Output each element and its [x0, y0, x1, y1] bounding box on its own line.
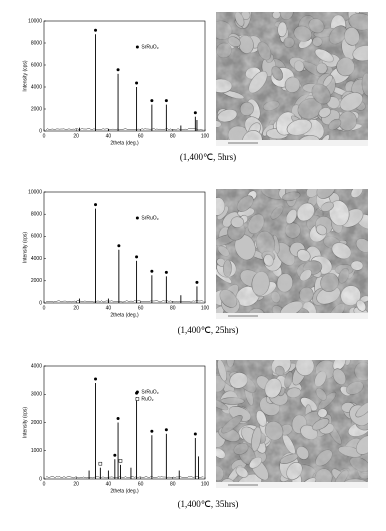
- peak-marker: [98, 461, 103, 466]
- x-tick-label: 40: [106, 305, 112, 311]
- y-tick-label: 8000: [31, 40, 42, 46]
- x-tick-label: 40: [106, 133, 112, 139]
- legend-label: RuO₂: [141, 396, 153, 402]
- y-tick-label: 1000: [31, 448, 42, 454]
- x-tick-label: 60: [138, 305, 144, 311]
- x-tick-label: 60: [138, 133, 144, 139]
- peak-marker: [116, 417, 120, 420]
- sem-grain-noise: [216, 189, 368, 319]
- sem-grain-noise: [216, 12, 368, 146]
- y-tick-label: 6000: [31, 62, 42, 68]
- y-tick-label: 8000: [31, 212, 42, 218]
- y-axis-label: Intensity (cps): [22, 60, 28, 91]
- y-axis-label: Intensity (cps): [22, 407, 28, 438]
- y-tick-label: 10000: [28, 18, 42, 24]
- x-tick-label: 100: [201, 481, 210, 487]
- x-tick-label: 0: [43, 305, 46, 311]
- baseline-noise: [45, 300, 204, 303]
- peak-marker: [195, 280, 199, 284]
- peak-marker: [150, 99, 154, 103]
- y-tick-label: 2000: [31, 106, 42, 112]
- sem-scale-strip: [216, 482, 368, 488]
- x-tick-label: 40: [106, 481, 112, 487]
- peak-marker: [164, 428, 168, 432]
- x-tick-label: 20: [73, 133, 79, 139]
- baseline-noise: [45, 128, 204, 131]
- peak-marker: [117, 244, 121, 248]
- y-axis-label: Intensity (cps): [22, 232, 28, 263]
- caption: (1,400℃, 35hrs): [178, 499, 239, 509]
- peak-marker: [94, 203, 98, 207]
- baseline-noise: [45, 476, 204, 479]
- peak-marker: [150, 429, 154, 433]
- y-tick-label: 3000: [31, 392, 42, 398]
- legend-marker: [135, 216, 139, 220]
- sem-grain-noise: [216, 360, 368, 488]
- y-tick-label: 2000: [31, 420, 42, 426]
- caption: (1,400℃, 5hrs): [180, 152, 236, 162]
- x-tick-label: 0: [43, 133, 46, 139]
- peak-marker: [164, 270, 168, 274]
- legend-marker: [135, 390, 139, 394]
- x-tick-label: 20: [73, 481, 79, 487]
- peak-marker: [164, 99, 168, 103]
- y-tick-label: 6000: [31, 234, 42, 240]
- legend-label: SrRuO₃: [141, 215, 158, 221]
- x-tick-label: 80: [170, 133, 176, 139]
- y-tick-label: 4000: [31, 84, 42, 90]
- y-tick-label: 10000: [28, 189, 42, 195]
- peak-marker: [135, 255, 139, 259]
- plot-frame: [43, 191, 206, 304]
- legend-marker: [135, 45, 139, 49]
- peak-marker: [94, 28, 98, 32]
- y-tick-label: 0: [39, 128, 42, 134]
- legend-marker: [135, 397, 140, 401]
- caption: (1,400℃, 25hrs): [178, 325, 239, 335]
- plot-frame: [43, 365, 206, 480]
- peak-marker: [150, 269, 154, 273]
- sem-image: [216, 12, 368, 146]
- x-axis-label: 2theta (deg.): [110, 488, 139, 494]
- y-tick-label: 4000: [31, 256, 42, 262]
- x-tick-label: 100: [201, 133, 210, 139]
- peak-marker: [118, 459, 123, 463]
- y-tick-label: 0: [39, 476, 42, 482]
- x-tick-label: 80: [170, 305, 176, 311]
- peak-marker: [193, 432, 197, 436]
- y-tick-label: 0: [39, 300, 42, 306]
- x-tick-label: 20: [73, 305, 79, 311]
- sem-scale-strip: [216, 140, 368, 146]
- legend-label: SrRuO₃: [141, 389, 158, 395]
- x-tick-label: 0: [43, 481, 46, 487]
- peak-marker: [113, 453, 117, 457]
- plot-frame: [43, 20, 206, 132]
- y-tick-label: 2000: [31, 278, 42, 284]
- peak-marker: [135, 81, 139, 85]
- peak-marker: [94, 377, 98, 381]
- peak-marker: [116, 68, 120, 72]
- sem-scale-strip: [216, 313, 368, 319]
- peak-marker: [193, 111, 197, 115]
- x-axis-label: 2theta (deg.): [110, 312, 139, 318]
- sem-image: [216, 189, 368, 319]
- x-tick-label: 60: [138, 481, 144, 487]
- y-tick-label: 4000: [31, 363, 42, 369]
- x-tick-label: 100: [201, 305, 210, 311]
- x-axis-label: 2theta (deg.): [110, 140, 139, 146]
- x-tick-label: 80: [170, 481, 176, 487]
- sem-image: [216, 360, 368, 488]
- legend-label: SrRuO₃: [141, 44, 158, 50]
